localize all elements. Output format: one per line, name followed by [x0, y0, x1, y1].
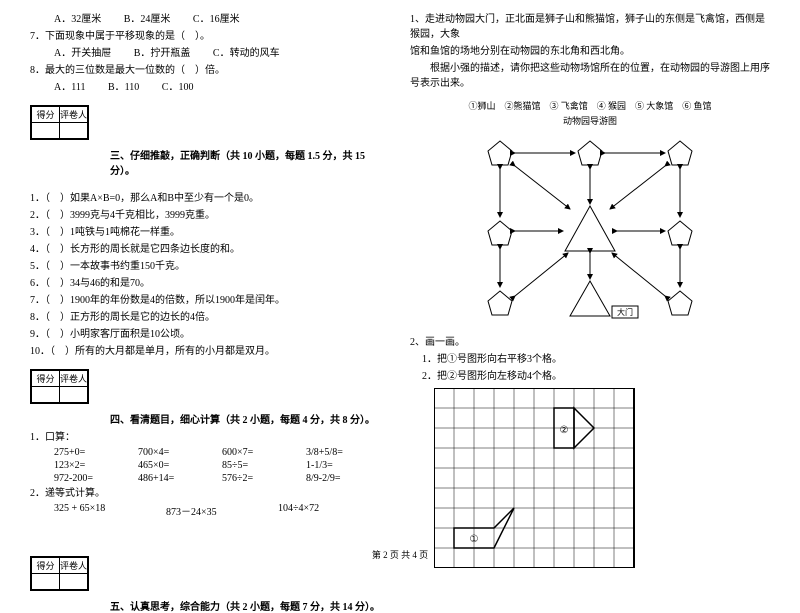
page-footer: 第 2 页 共 4 页 — [0, 548, 800, 561]
score-box-3: 得分评卷人 — [30, 105, 89, 140]
judge-item: 6．（ ）34与46的和是70。 — [30, 276, 390, 291]
zoo-map-title: 动物园导游图 — [410, 114, 770, 127]
section-3-title: 三、仔细推敲，正确判断（共 10 小题，每题 1.5 分，共 15 分）。 — [30, 147, 390, 177]
calc-cell: 465×0= — [138, 460, 222, 471]
calc-cell: 85÷5= — [222, 460, 306, 471]
calc-cell: 1-1/3= — [306, 460, 390, 471]
calc2-label: 2．递等式计算。 — [30, 486, 390, 501]
score-box-4: 得分评卷人 — [30, 369, 89, 404]
calc-cell: 873－24×35 — [166, 503, 278, 518]
shape-2-label: ② — [560, 425, 569, 436]
zoo-legend: ①狮山 ②熊猫馆 ③ 飞禽馆 ④ 猴园 ⑤ 大象馆 ⑥ 鱼馆 — [410, 99, 770, 112]
shape-1-label: ① — [470, 534, 479, 545]
calc-cell: 600×7= — [222, 447, 306, 458]
calc-cell: 972-200= — [54, 473, 138, 484]
judge-item: 7．（ ）1900年的年份数是4的倍数，所以1900年是闰年。 — [30, 293, 390, 308]
calc2-row: 325 + 65×18 873－24×35 104÷4×72 — [30, 503, 390, 518]
section-5-title: 五、认真思考，综合能力（共 2 小题，每题 7 分，共 14 分）。 — [30, 598, 390, 613]
calc1-label: 1．口算： — [30, 430, 390, 445]
calc-cell: 700×4= — [138, 447, 222, 458]
q2-sub1: 1．把①号图形向右平移3个格。 — [410, 352, 770, 367]
q7-options: A．开关抽屉 B．拧开瓶盖 C．转动的风车 — [30, 46, 390, 61]
calc-cell: 486+14= — [138, 473, 222, 484]
score-cell[interactable] — [32, 387, 60, 403]
q8-opt-b: B．110 — [108, 82, 139, 93]
q2-sub2: 2．把②号图形向左移动4个格。 — [410, 369, 770, 384]
judge-item: 3．（ ）1吨铁与1吨棉花一样重。 — [30, 225, 390, 240]
left-column: A．32厘米 B．24厘米 C．16厘米 7．下面现象中属于平移现象的是（ ）。… — [20, 10, 400, 545]
q1-line: 馆和鱼馆的场地分别在动物园的东北角和西北角。 — [410, 44, 770, 59]
reviewer-label: 评卷人 — [60, 107, 88, 123]
gate-label: 大门 — [617, 307, 633, 317]
reviewer-cell[interactable] — [60, 574, 88, 590]
reviewer-cell[interactable] — [60, 387, 88, 403]
translation-grid: ② ① — [434, 388, 644, 568]
calc-cell: 3/8+5/8= — [306, 447, 390, 458]
calc-row: 275+0= 700×4= 600×7= 3/8+5/8= — [30, 447, 390, 458]
q7-opt-c: C．转动的风车 — [213, 48, 280, 59]
judge-item: 4．（ ）长方形的周长就是它四条边长度的和。 — [30, 242, 390, 257]
judge-item: 2．（ ）3999克与4千克相比，3999克重。 — [30, 208, 390, 223]
judge-item: 9．（ ）小明家客厅面积是10公顷。 — [30, 327, 390, 342]
q8-opt-a: A．111 — [54, 82, 85, 93]
calc-cell: 123×2= — [54, 460, 138, 471]
q7-text: 7．下面现象中属于平移现象的是（ ）。 — [30, 29, 390, 44]
score-cell[interactable] — [32, 123, 60, 139]
judge-item: 10．（ ）所有的大月都是单月，所有的小月都是双月。 — [30, 344, 390, 359]
judge-item: 1．（ ）如果A×B=0，那么A和B中至少有一个是0。 — [30, 191, 390, 206]
q8-opt-c: C．100 — [162, 82, 194, 93]
reviewer-cell[interactable] — [60, 123, 88, 139]
judge-item: 8．（ ）正方形的周长是它的边长的4倍。 — [30, 310, 390, 325]
q8-options: A．111 B．110 C．100 — [30, 80, 390, 95]
q6-opt-c: C．16厘米 — [193, 14, 240, 25]
q6-options: A．32厘米 B．24厘米 C．16厘米 — [30, 12, 390, 27]
score-box-5: 得分评卷人 — [30, 556, 89, 591]
q7-opt-b: B．拧开瓶盖 — [134, 48, 191, 59]
q1-line: 根据小强的描述，请你把这些动物场馆所在的位置，在动物园的导游图上用序号表示出来。 — [410, 61, 770, 91]
reviewer-label: 评卷人 — [60, 371, 88, 387]
score-cell[interactable] — [32, 574, 60, 590]
section-4-title: 四、看清题目，细心计算（共 2 小题，每题 4 分，共 8 分）。 — [30, 411, 390, 426]
calc-cell: 104÷4×72 — [278, 503, 390, 518]
judge-item: 5．（ ）一本故事书约重150千克。 — [30, 259, 390, 274]
calc-cell: 8/9-2/9= — [306, 473, 390, 484]
score-label: 得分 — [32, 107, 60, 123]
q1-line: 1、走进动物园大门，正北面是狮子山和熊猫馆，狮子山的东侧是飞禽馆，西侧是猴园，大… — [410, 12, 770, 42]
calc-row: 123×2= 465×0= 85÷5= 1-1/3= — [30, 460, 390, 471]
q8-text: 8．最大的三位数是最大一位数的（ ）倍。 — [30, 63, 390, 78]
calc-cell: 275+0= — [54, 447, 138, 458]
q6-opt-b: B．24厘米 — [124, 14, 171, 25]
zoo-map-diagram: 大门 — [460, 131, 720, 331]
q6-opt-a: A．32厘米 — [54, 14, 101, 25]
calc-cell: 576÷2= — [222, 473, 306, 484]
q7-opt-a: A．开关抽屉 — [54, 48, 111, 59]
calc-cell: 325 + 65×18 — [54, 503, 166, 518]
q2-text: 2、画一画。 — [410, 335, 770, 350]
calc-row: 972-200= 486+14= 576÷2= 8/9-2/9= — [30, 473, 390, 484]
right-column: 1、走进动物园大门，正北面是狮子山和熊猫馆，狮子山的东侧是飞禽馆，西侧是猴园，大… — [400, 10, 780, 545]
score-label: 得分 — [32, 371, 60, 387]
